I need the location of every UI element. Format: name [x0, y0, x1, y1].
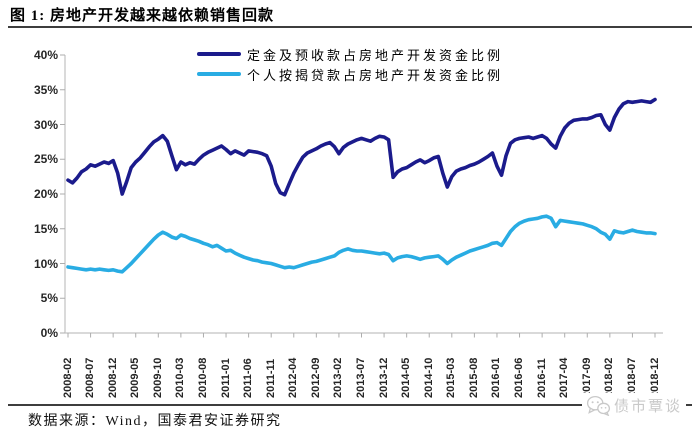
x-tick-label: 2008-12 — [106, 357, 119, 398]
data-source-note: 数据来源：Wind，国泰君安证券研究 — [28, 414, 282, 429]
x-tick-label: 2017-09 — [580, 357, 593, 398]
series-line-deposits — [66, 97, 657, 197]
y-tick-label: 40% — [33, 48, 58, 62]
x-tick-label: 2012-09 — [309, 357, 322, 398]
legend-label-deposits: 定金及预收款占房地产开发资金比例 — [246, 47, 503, 63]
x-tick-label: 2011-11 — [264, 358, 277, 398]
x-tick-label: 2011-06 — [242, 358, 255, 398]
legend-item-deposits: 定金及预收款占房地产开发资金比例 — [0, 44, 700, 64]
y-tick-label: 20% — [33, 187, 58, 201]
y-tick-label: 15% — [33, 221, 58, 236]
wechat-icon — [586, 395, 611, 416]
y-tick-label: 0% — [40, 326, 58, 340]
x-tick-label: 2009-10 — [151, 357, 164, 398]
x-tick-label: 2017-04 — [558, 357, 571, 398]
y-tick-label: 25% — [33, 152, 58, 167]
x-tick-label: 2016-01 — [490, 357, 503, 398]
x-tick-label: 2018-07 — [625, 357, 638, 398]
x-tick-label: 2015-03 — [445, 357, 458, 398]
x-tick-label: 2008-02 — [61, 357, 74, 398]
x-tick-label: 2012-04 — [287, 357, 300, 398]
title-divider — [8, 26, 692, 28]
legend-swatch-mortgage — [196, 71, 241, 77]
x-tick-label: 2014-05 — [400, 357, 413, 398]
y-tick-label: 5% — [40, 291, 58, 306]
y-tick-label: 35% — [33, 82, 58, 97]
watermark: 债市覃谈 — [582, 393, 687, 417]
x-tick-label: 2015-08 — [467, 357, 480, 398]
x-tick-label: 2016-06 — [513, 357, 526, 398]
x-tick-label: 2010-08 — [196, 357, 209, 398]
x-tick-label: 2009-05 — [129, 357, 142, 398]
x-tick-label: 2013-12 — [377, 357, 390, 398]
x-tick-label: 2008-07 — [84, 357, 97, 398]
legend-label-mortgage: 个人按揭贷款占房地产开发资金比例 — [246, 67, 503, 83]
x-tick-label: 2013-07 — [355, 357, 367, 398]
legend-swatch-deposits — [196, 51, 241, 57]
y-tick-label: 30% — [33, 117, 58, 132]
footer-divider — [8, 404, 692, 406]
x-tick-label: 2011-01 — [219, 358, 232, 398]
x-tick-label: 2010-03 — [174, 357, 187, 398]
chart-legend: 定金及预收款占房地产开发资金比例 个人按揭贷款占房地产开发资金比例 — [0, 44, 700, 84]
x-tick-label: 2013-02 — [332, 357, 345, 398]
x-tick-label: 2014-10 — [422, 357, 435, 398]
series-line-mortgage — [66, 214, 657, 274]
x-tick-label: 2016-11 — [535, 358, 548, 398]
y-tick-label: 10% — [33, 256, 58, 271]
x-tick-label: 2018-12 — [648, 357, 661, 398]
watermark-text: 债市覃谈 — [614, 397, 683, 415]
x-tick-label: 2018-02 — [603, 357, 616, 398]
legend-item-mortgage: 个人按揭贷款占房地产开发资金比例 — [0, 64, 700, 84]
figure-title: 图 1: 房地产开发越来越依赖销售回款 — [10, 8, 274, 24]
